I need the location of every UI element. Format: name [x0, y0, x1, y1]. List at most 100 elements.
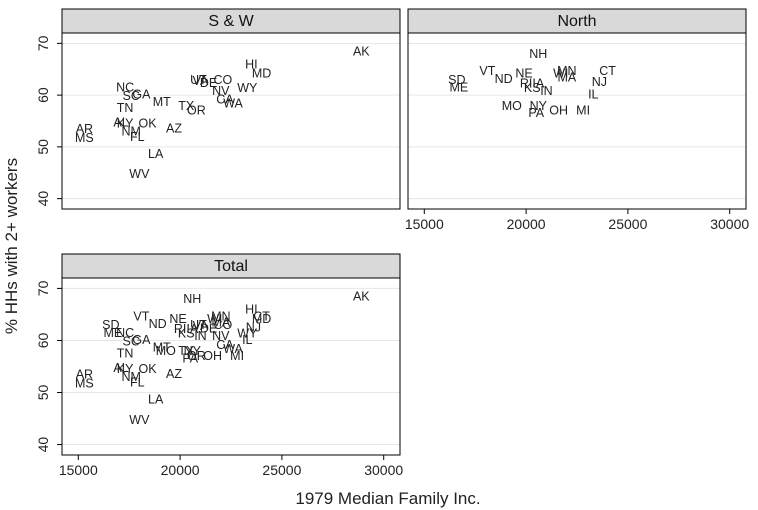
point-label-nv: NV: [212, 84, 230, 98]
point-label-ky: KY: [117, 362, 134, 376]
point-label-wa: WA: [223, 342, 243, 356]
point-label-mo: MO: [156, 344, 176, 358]
point-label-ma: MA: [211, 316, 230, 330]
point-label-ca: CA: [216, 338, 234, 352]
point-label-ak: AK: [353, 290, 370, 304]
point-label-me: ME: [450, 81, 469, 95]
point-label-sc: SC: [123, 334, 140, 348]
point-label-mo: MO: [502, 99, 522, 113]
panel-strip: [407, 8, 747, 34]
point-label-mt: MT: [153, 95, 171, 109]
point-label-nd: ND: [149, 317, 167, 331]
point-label-nc: NC: [116, 81, 134, 95]
point-label-nd: ND: [495, 72, 513, 86]
point-label-md: MD: [252, 312, 271, 326]
point-label-mi: MI: [576, 103, 590, 117]
point-label-va: VA: [193, 319, 209, 333]
point-label-ut: UT: [190, 318, 207, 332]
point-label-ms: MS: [75, 131, 94, 145]
point-label-wi: WI: [553, 67, 568, 81]
x-tick-label: 20000: [507, 216, 546, 232]
x-tick-label: 25000: [262, 462, 301, 478]
point-label-wa: WA: [223, 97, 243, 111]
x-tick-label: 15000: [405, 216, 444, 232]
panel-title: S & W: [208, 13, 254, 30]
point-label-hi: HI: [245, 303, 258, 317]
point-label-ks: KS: [178, 327, 195, 341]
point-label-wy: WY: [237, 327, 258, 341]
point-label-ny: NY: [184, 344, 202, 358]
point-label-vt: VT: [133, 309, 149, 323]
point-label-ga: GA: [132, 87, 151, 101]
point-label-ny: NY: [530, 99, 548, 113]
point-label-md: MD: [252, 67, 271, 81]
point-label-nc: NC: [116, 326, 134, 340]
point-label-al: AL: [113, 361, 128, 375]
point-label-al: AL: [113, 115, 128, 129]
x-tick-label: 30000: [710, 216, 749, 232]
point-label-or: OR: [187, 349, 206, 363]
point-label-mi: MI: [230, 349, 244, 363]
point-label-ne: NE: [515, 67, 532, 81]
x-tick-label: 20000: [161, 462, 200, 478]
point-label-pa: PA: [182, 352, 198, 366]
point-label-de: DE: [200, 76, 217, 90]
point-label-az: AZ: [166, 122, 182, 136]
point-label-ok: OK: [138, 116, 157, 130]
point-label-ca: CA: [216, 93, 234, 107]
point-label-ri: RI: [174, 322, 187, 336]
point-label-nm: NM: [122, 370, 141, 384]
y-tick-label: 50: [35, 385, 51, 401]
point-label-ia: IA: [186, 322, 198, 336]
point-label-nm: NM: [122, 125, 141, 139]
point-label-ak: AK: [353, 44, 370, 58]
point-label-mn: MN: [211, 309, 230, 323]
point-label-va: VA: [193, 74, 209, 88]
point-label-ut: UT: [190, 73, 207, 87]
point-label-nj: NJ: [246, 320, 261, 334]
point-label-oh: OH: [549, 103, 568, 117]
point-label-ia: IA: [532, 77, 544, 91]
point-label-in: IN: [194, 329, 207, 343]
point-label-ar: AR: [76, 368, 93, 382]
plot-frame: [61, 277, 401, 456]
point-label-co: CO: [213, 73, 232, 87]
point-label-ok: OK: [138, 362, 157, 376]
point-label-oh: OH: [203, 349, 222, 363]
point-label-me: ME: [104, 326, 123, 340]
x-axis-label: 1979 Median Family Inc.: [295, 489, 480, 508]
point-label-sc: SC: [123, 89, 140, 103]
point-label-sd: SD: [102, 318, 119, 332]
point-label-mn: MN: [557, 64, 576, 78]
panel-title: North: [557, 13, 596, 30]
point-label-nh: NH: [529, 47, 547, 61]
point-label-ri: RI: [520, 77, 533, 91]
point-label-or: OR: [187, 103, 206, 117]
panel-strip: [61, 253, 401, 279]
x-tick-label: 30000: [364, 462, 403, 478]
point-label-hi: HI: [245, 57, 258, 71]
panel-strip: [61, 8, 401, 34]
point-label-tx: TX: [178, 99, 195, 113]
point-label-ky: KY: [117, 116, 134, 130]
panel-title: Total: [214, 258, 248, 275]
point-label-tn: TN: [117, 101, 134, 115]
point-label-ga: GA: [132, 333, 151, 347]
point-label-ct: CT: [599, 64, 616, 78]
y-tick-label: 40: [35, 437, 51, 453]
point-label-sd: SD: [448, 73, 465, 87]
point-label-nv: NV: [212, 329, 230, 343]
plot-frame: [61, 32, 401, 210]
point-label-pa: PA: [528, 106, 544, 120]
x-tick-label: 25000: [608, 216, 647, 232]
plot-frame: [407, 32, 747, 210]
point-label-mt: MT: [153, 341, 171, 355]
y-tick-label: 40: [35, 191, 51, 207]
y-tick-label: 70: [35, 35, 51, 51]
point-label-vt: VT: [479, 64, 495, 78]
point-label-wv: WV: [129, 413, 150, 427]
point-label-wv: WV: [129, 167, 150, 181]
point-label-fl: FL: [130, 375, 145, 389]
